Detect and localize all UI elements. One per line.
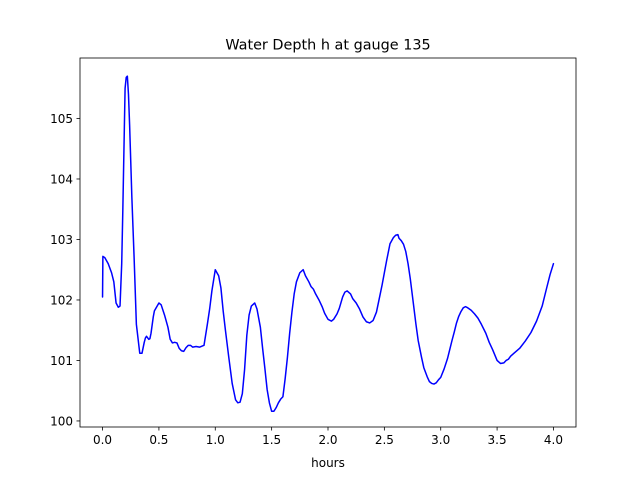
series-line-0	[101, 75, 555, 413]
x-tick-label: 1.5	[262, 433, 281, 447]
x-tick-label: 1.0	[206, 433, 225, 447]
x-tick-label: 3.5	[488, 433, 507, 447]
x-tick-label: 0.5	[149, 433, 168, 447]
y-tick-label: 101	[50, 354, 73, 368]
x-axis-label: hours	[311, 456, 345, 470]
axes-layer: 0.0 0.5 1.0 1.5 2.0 2.5 3.0 3.5 4.0 100 101 102 103 1…	[50, 57, 577, 447]
x-tick-label: 3.0	[431, 433, 450, 447]
y-tick-label: 105	[50, 112, 73, 126]
y-tick-label: 103	[50, 233, 73, 247]
y-tick-label: 100	[50, 414, 73, 428]
y-tick-label: 102	[50, 293, 73, 307]
x-tick-label: 2.0	[318, 433, 337, 447]
x-tick-label: 0.0	[93, 433, 112, 447]
y-tick-label: 104	[50, 172, 73, 186]
x-tick-label: 4.0	[544, 433, 563, 447]
chart-title: Water Depth h at gauge 135	[225, 38, 430, 54]
series-layer	[101, 75, 555, 413]
x-tick-label: 2.5	[375, 433, 394, 447]
